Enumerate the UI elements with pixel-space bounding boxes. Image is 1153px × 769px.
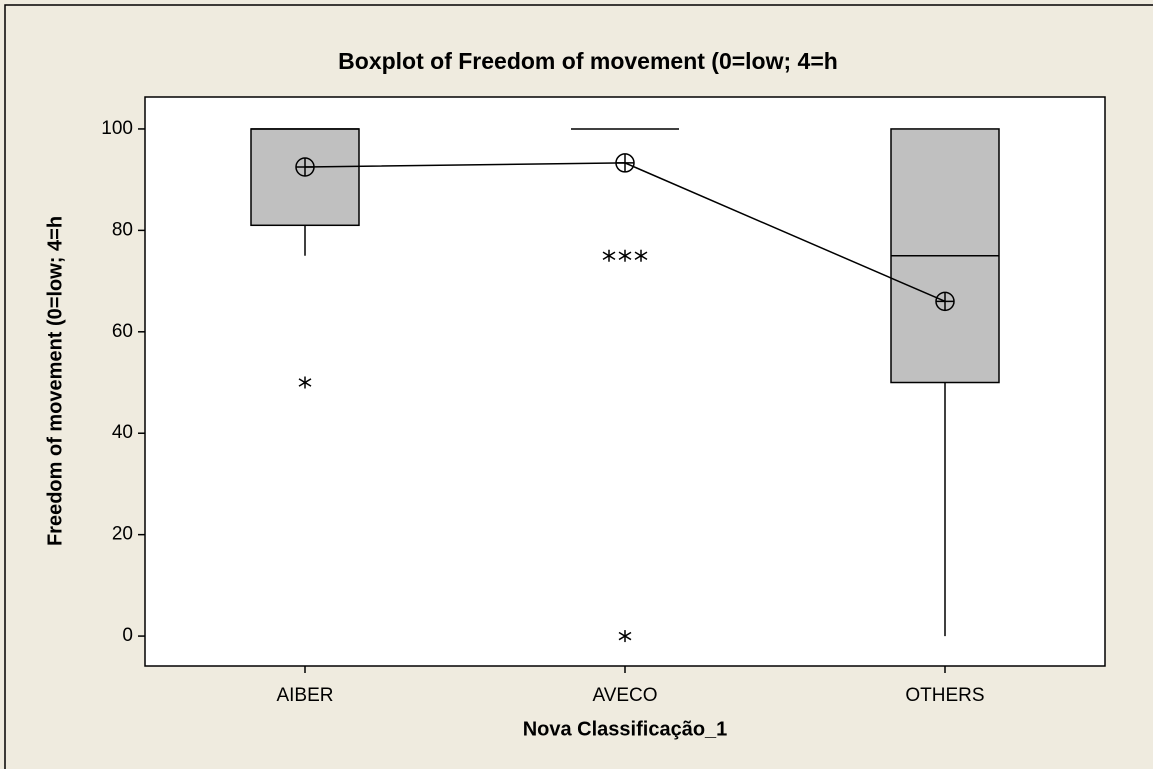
outlier xyxy=(634,249,648,262)
y-tick-label: 60 xyxy=(112,321,133,342)
x-tick-label: AIBER xyxy=(276,685,333,706)
x-tick-label: AVECO xyxy=(592,685,657,706)
y-tick-label: 100 xyxy=(101,118,133,139)
y-axis-label: Freedom of movement (0=low; 4=h xyxy=(44,216,66,546)
asterisk-stroke xyxy=(618,251,632,260)
asterisk-stroke xyxy=(298,378,312,387)
x-tick-label: OTHERS xyxy=(905,685,984,706)
x-axis-label: Nova Classificação_1 xyxy=(523,718,728,740)
mean-symbol xyxy=(615,153,635,173)
outlier xyxy=(618,249,632,262)
asterisk-stroke xyxy=(634,251,648,260)
y-tick-label: 40 xyxy=(112,422,133,443)
mean-symbol xyxy=(295,157,315,177)
box xyxy=(250,128,360,227)
asterisk-stroke xyxy=(602,251,616,260)
outlier xyxy=(618,630,632,643)
asterisk-stroke xyxy=(618,631,632,641)
y-tick-label: 80 xyxy=(112,219,133,240)
mean-symbol xyxy=(935,291,955,312)
outlier xyxy=(298,376,312,389)
outlier xyxy=(602,249,616,262)
y-tick-label: 0 xyxy=(122,625,133,646)
y-tick-label: 20 xyxy=(112,524,133,545)
chart-title: Boxplot of Freedom of movement (0=low; 4… xyxy=(338,48,838,74)
